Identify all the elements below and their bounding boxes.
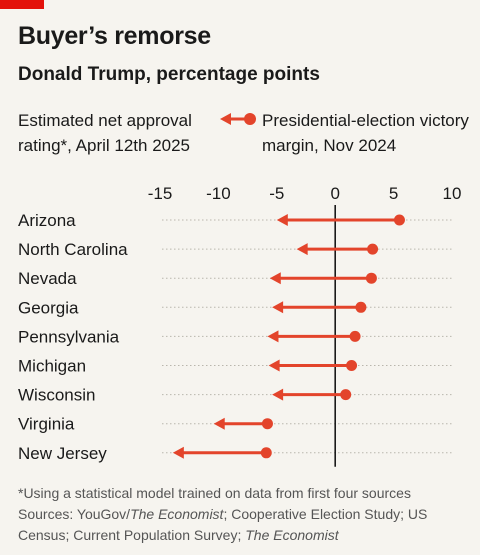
approval-arrowhead — [276, 214, 288, 226]
category-label: Michigan — [18, 357, 86, 376]
brand-tag — [0, 0, 44, 9]
approval-arrowhead — [267, 330, 279, 343]
legend-margin-label: Presidential-election victory margin, No… — [262, 111, 469, 155]
x-tick-label: -10 — [206, 184, 231, 203]
category-label: Nevada — [18, 269, 77, 288]
x-tick-label: 10 — [443, 184, 462, 203]
sources-prefix: Sources: YouGov/ — [18, 506, 131, 522]
margin-dot — [367, 243, 379, 255]
footnote-sources: Sources: YouGov/The Economist; Cooperati… — [18, 504, 478, 546]
approval-arrowhead — [269, 272, 281, 285]
source-economist-1: The Economist — [130, 506, 224, 522]
category-label: Virginia — [18, 415, 75, 434]
x-axis-ticks: -15 -10 -5 0 5 10 — [148, 184, 462, 203]
sources-mid: ; Cooperative Election Study; US Census;… — [18, 506, 428, 543]
approval-arrowhead — [272, 388, 284, 401]
category-label: New Jersey — [18, 444, 107, 463]
x-tick-label: 5 — [389, 184, 398, 203]
legend-arrow-icon — [220, 113, 256, 125]
footnote: *Using a statistical model trained on da… — [18, 483, 478, 546]
chart-title: Buyer’s remorse — [18, 22, 211, 50]
legend-approval-label: Estimated net approval rating*, April 12… — [18, 111, 192, 155]
data-marks — [172, 214, 405, 459]
margin-dot — [365, 272, 377, 284]
margin-dot — [355, 301, 367, 313]
x-tick-label: -15 — [148, 184, 173, 203]
approval-arrowhead — [296, 243, 308, 256]
category-label: Georgia — [18, 298, 79, 317]
margin-dot — [346, 360, 358, 371]
x-tick-label: 0 — [330, 184, 339, 203]
margin-dot — [261, 418, 273, 430]
x-tick-label: -5 — [269, 184, 284, 203]
margin-dot — [340, 389, 352, 401]
category-label: Wisconsin — [18, 386, 95, 405]
margin-dot — [260, 447, 272, 459]
margin-dot — [349, 330, 361, 342]
approval-arrowhead — [268, 359, 280, 372]
source-economist-2: The Economist — [245, 527, 339, 543]
footnote-note: *Using a statistical model trained on da… — [18, 485, 411, 501]
approval-arrowhead — [172, 446, 184, 459]
approval-arrowhead — [272, 301, 284, 314]
margin-dot — [393, 214, 405, 226]
chart-subtitle: Donald Trump, percentage points — [18, 64, 320, 85]
approval-arrowhead — [213, 417, 225, 430]
category-label: Arizona — [18, 211, 76, 230]
category-labels: Arizona North Carolina Nevada Georgia Pennsy… — [18, 211, 128, 463]
category-label: North Carolina — [18, 240, 128, 259]
category-label: Pennsylvania — [18, 327, 120, 346]
